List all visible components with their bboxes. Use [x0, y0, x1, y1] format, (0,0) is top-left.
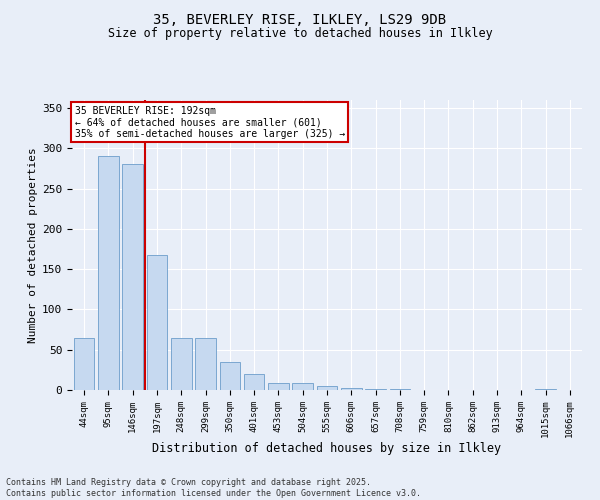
- Bar: [122, 164, 143, 390]
- Y-axis label: Number of detached properties: Number of detached properties: [28, 147, 38, 343]
- Bar: [146, 256, 167, 390]
- Text: 35 BEVERLEY RISE: 192sqm
← 64% of detached houses are smaller (601)
35% of semi-: 35 BEVERLEY RISE: 192sqm ← 64% of detach…: [74, 106, 345, 139]
- Bar: [244, 374, 265, 390]
- Text: Size of property relative to detached houses in Ilkley: Size of property relative to detached ho…: [107, 28, 493, 40]
- Bar: [365, 389, 386, 390]
- Text: 35, BEVERLEY RISE, ILKLEY, LS29 9DB: 35, BEVERLEY RISE, ILKLEY, LS29 9DB: [154, 12, 446, 26]
- Bar: [317, 386, 337, 390]
- Bar: [268, 383, 289, 390]
- Bar: [195, 338, 216, 390]
- Bar: [74, 338, 94, 390]
- Text: Contains HM Land Registry data © Crown copyright and database right 2025.
Contai: Contains HM Land Registry data © Crown c…: [6, 478, 421, 498]
- Bar: [220, 362, 240, 390]
- Bar: [292, 383, 313, 390]
- Bar: [341, 388, 362, 390]
- Bar: [98, 156, 119, 390]
- Bar: [171, 338, 191, 390]
- Bar: [535, 389, 556, 390]
- Bar: [389, 389, 410, 390]
- X-axis label: Distribution of detached houses by size in Ilkley: Distribution of detached houses by size …: [152, 442, 502, 454]
